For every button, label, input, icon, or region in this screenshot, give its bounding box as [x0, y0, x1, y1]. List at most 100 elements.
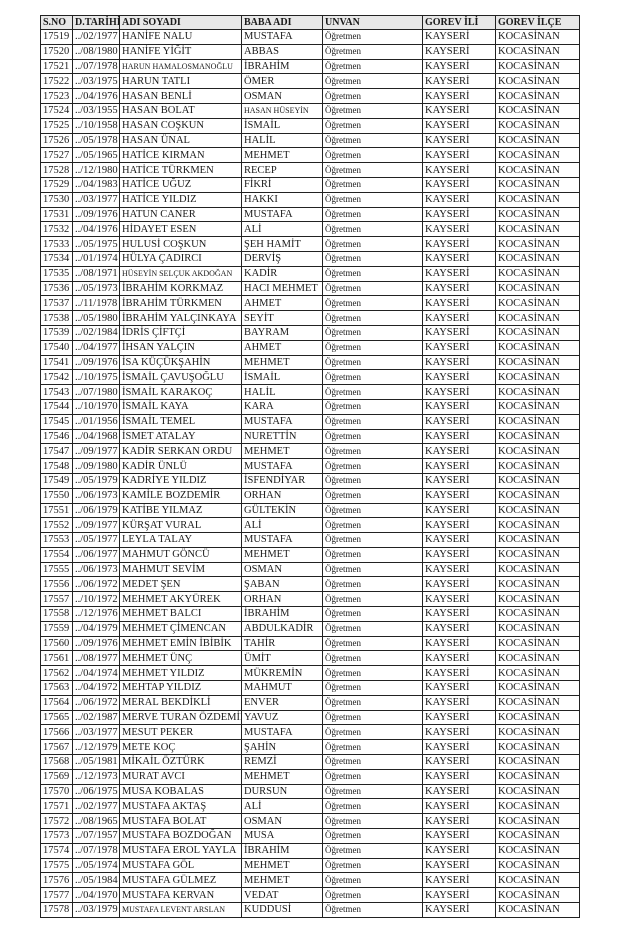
- title-cell: Öğretmen: [322, 162, 423, 178]
- table-row: 17528 ../12/1980 HATİCE TÜRKMEN RECEP Öğretm…: [40, 162, 580, 178]
- district-cell: KOCASİNAN: [495, 546, 580, 563]
- province-cell: KAYSERİ: [422, 546, 496, 563]
- sno-cell: 17557: [40, 591, 73, 608]
- district-cell: KOCASİNAN: [495, 561, 580, 578]
- table-row: 17526 ../05/1978 HASAN ÜNAL HALİL Öğretmen KA…: [40, 132, 580, 149]
- sno-cell: 17562: [40, 665, 73, 682]
- full-name-cell: MUSTAFA KERVAN: [119, 887, 242, 904]
- title-cell: Öğretmen: [322, 147, 423, 164]
- sno-cell: 17566: [40, 724, 73, 741]
- father-name-cell: MUSTAFA: [241, 458, 323, 474]
- table-row: 17561 ../08/1977 MEHMET ÜNÇ ÜMİT Öğretmen KAY…: [40, 650, 580, 667]
- province-cell: KAYSERİ: [422, 339, 496, 356]
- title-cell: Öğretmen: [322, 236, 423, 252]
- province-cell: KAYSERİ: [422, 591, 496, 608]
- sno-cell: 17558: [40, 606, 73, 622]
- father-name-cell: GÜLTEKİN: [241, 502, 323, 519]
- father-name-cell: MUSTAFA: [241, 206, 323, 223]
- sno-cell: 17540: [40, 339, 73, 356]
- full-name-cell: HANİFE NALU: [119, 29, 242, 45]
- title-cell: Öğretmen: [322, 872, 423, 889]
- father-name-cell: HASAN HÜSEYİN: [241, 102, 323, 119]
- table-row: 17543 ../07/1980 İSMAİL KARAKOÇ HALİL Öğretm…: [40, 384, 580, 400]
- title-cell: Öğretmen: [322, 117, 423, 134]
- district-cell: KOCASİNAN: [495, 694, 580, 711]
- birth-date-cell: ../01/1956: [72, 413, 120, 430]
- full-name-cell: İSA KÜÇÜKŞAHİN: [119, 354, 242, 371]
- birth-date-cell: ../07/1978: [72, 58, 120, 75]
- full-name-cell: KÜRŞAT VURAL: [119, 517, 242, 534]
- father-name-cell: TAHİR: [241, 635, 323, 652]
- title-cell: Öğretmen: [322, 73, 423, 90]
- province-cell: KAYSERİ: [422, 413, 496, 430]
- father-name-cell: ŞEH HAMİT: [241, 236, 323, 252]
- table-row: 17562 ../04/1974 MEHMET YILDIZ MÜKREMİN Öğre…: [40, 665, 580, 682]
- district-cell: KOCASİNAN: [495, 428, 580, 445]
- province-cell: KAYSERİ: [422, 102, 496, 119]
- birth-date-cell: ../02/1977: [72, 29, 120, 45]
- table-row: 17531 ../09/1976 HATUN CANER MUSTAFA Öğretme…: [40, 206, 580, 223]
- province-cell: KAYSERİ: [422, 428, 496, 445]
- father-name-cell: NURETTİN: [241, 428, 323, 445]
- father-name-cell: ORHAN: [241, 487, 323, 504]
- title-cell: Öğretmen: [322, 324, 423, 341]
- table-row: 17534 ../01/1974 HÜLYA ÇADIRCI DERVİŞ Öğretm…: [40, 250, 580, 267]
- father-name-cell: HALİL: [241, 132, 323, 149]
- sno-cell: 17572: [40, 813, 73, 830]
- full-name-cell: MEHMET YILDIZ: [119, 665, 242, 682]
- district-cell: KOCASİNAN: [495, 857, 580, 874]
- province-cell: KAYSERİ: [422, 680, 496, 696]
- birth-date-cell: ../05/1981: [72, 754, 120, 770]
- district-cell: KOCASİNAN: [495, 502, 580, 519]
- table-row: 17559 ../04/1979 MEHMET ÇİMENCAN ABDULKADİR…: [40, 620, 580, 637]
- father-name-cell: ALİ: [241, 798, 323, 815]
- header-father-name: BABA ADI: [241, 15, 323, 30]
- table-row: 17548 ../09/1980 KADİR ÜNLÜ MUSTAFA Öğretmen…: [40, 458, 580, 474]
- table-row: 17570 ../06/1975 MUSA KOBALAS DURSUN Öğretme…: [40, 783, 580, 800]
- full-name-cell: MEHMET BALCI: [119, 606, 242, 622]
- father-name-cell: ŞAHİN: [241, 739, 323, 756]
- father-name-cell: AHMET: [241, 339, 323, 356]
- title-cell: Öğretmen: [322, 532, 423, 548]
- title-cell: Öğretmen: [322, 887, 423, 904]
- full-name-cell: İBRAHİM TÜRKMEN: [119, 295, 242, 312]
- table-row: 17538 ../05/1980 İBRAHİM YALÇINKAYA SEYİT Öğ…: [40, 310, 580, 326]
- sno-cell: 17560: [40, 635, 73, 652]
- table-row: 17572 ../08/1965 MUSTAFA BOLAT OSMAN Öğretme…: [40, 813, 580, 830]
- birth-date-cell: ../06/1972: [72, 576, 120, 593]
- birth-date-cell: ../05/1984: [72, 872, 120, 889]
- title-cell: Öğretmen: [322, 709, 423, 726]
- birth-date-cell: ../08/1977: [72, 650, 120, 667]
- province-cell: KAYSERİ: [422, 88, 496, 104]
- province-cell: KAYSERİ: [422, 739, 496, 756]
- table-row: 17556 ../06/1972 MEDET ŞEN ŞABAN Öğretmen KAY…: [40, 576, 580, 593]
- district-cell: KOCASİNAN: [495, 354, 580, 371]
- father-name-cell: OSMAN: [241, 813, 323, 830]
- father-name-cell: MEHMET: [241, 857, 323, 874]
- full-name-cell: MİKAİL ÖZTÜRK: [119, 754, 242, 770]
- title-cell: Öğretmen: [322, 280, 423, 297]
- sno-cell: 17556: [40, 576, 73, 593]
- birth-date-cell: ../02/1977: [72, 798, 120, 815]
- district-cell: KOCASİNAN: [495, 236, 580, 252]
- father-name-cell: MEHMET: [241, 546, 323, 563]
- title-cell: Öğretmen: [322, 250, 423, 267]
- full-name-cell: MUSTAFA AKTAŞ: [119, 798, 242, 815]
- table-row: 17573 ../07/1957 MUSTAFA BOZDOĞAN MUSA Öğret…: [40, 828, 580, 844]
- birth-date-cell: ../08/1965: [72, 813, 120, 830]
- birth-date-cell: ../07/1978: [72, 842, 120, 859]
- table-row: 17535 ../08/1971 HÜSEYİN SELÇUK AKDOĞAN KAD…: [40, 265, 580, 282]
- sno-cell: 17541: [40, 354, 73, 371]
- header-district: GOREV İLÇE: [495, 15, 580, 30]
- birth-date-cell: ../06/1973: [72, 487, 120, 504]
- birth-date-cell: ../05/1979: [72, 472, 120, 489]
- birth-date-cell: ../06/1973: [72, 561, 120, 578]
- father-name-cell: REMZİ: [241, 754, 323, 770]
- district-cell: KOCASİNAN: [495, 902, 580, 918]
- birth-date-cell: ../05/1974: [72, 857, 120, 874]
- sno-cell: 17528: [40, 162, 73, 178]
- full-name-cell: MERAL BEKDİKLİ: [119, 694, 242, 711]
- full-name-cell: HİDAYET ESEN: [119, 221, 242, 238]
- table-row: 17551 ../06/1979 KATİBE YILMAZ GÜLTEKİN Öğre…: [40, 502, 580, 519]
- birth-date-cell: ../03/1977: [72, 724, 120, 741]
